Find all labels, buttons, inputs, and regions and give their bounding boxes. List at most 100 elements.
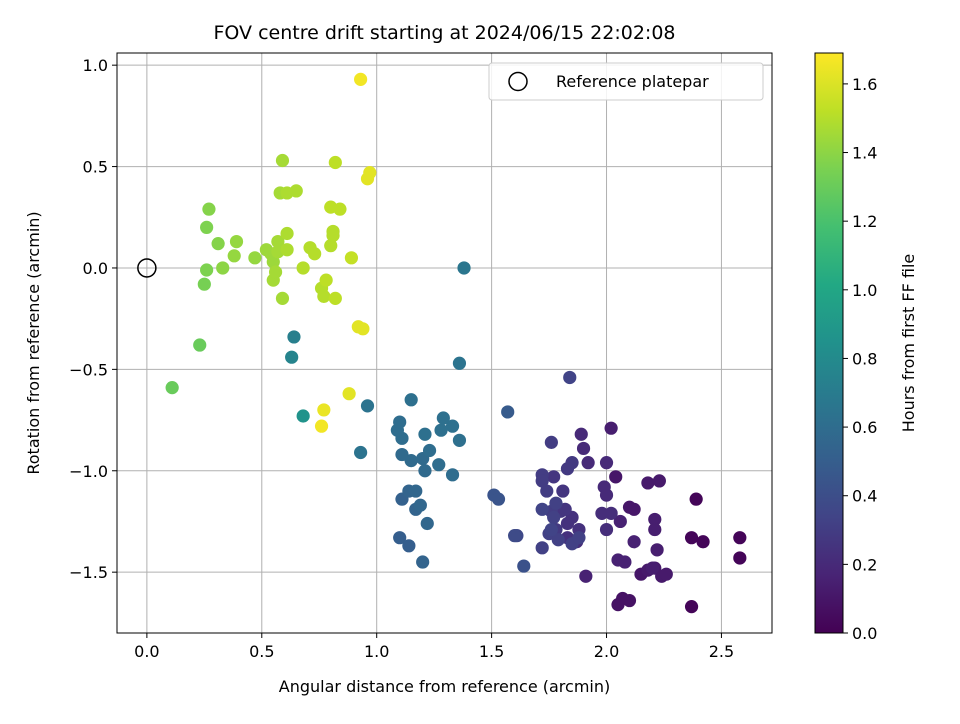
data-point	[280, 243, 294, 257]
data-point	[354, 445, 368, 460]
reference-platepar-marker	[137, 258, 157, 278]
data-point	[227, 249, 241, 263]
data-point	[579, 569, 593, 583]
colorbar-tick-label: 0.8	[852, 349, 877, 368]
data-point	[547, 470, 561, 484]
data-point	[684, 531, 699, 545]
data-point	[356, 322, 370, 336]
data-point	[314, 419, 329, 433]
colorbar-gradient	[814, 52, 844, 634]
data-point	[581, 456, 595, 470]
data-point	[418, 464, 432, 478]
data-point	[452, 433, 467, 447]
data-point	[597, 480, 611, 494]
data-point	[326, 228, 340, 243]
data-point	[452, 356, 467, 370]
x-axis-label: Angular distance from reference (arcmin)	[279, 677, 610, 696]
y-tick-label: −1.0	[69, 462, 108, 481]
data-point	[402, 539, 416, 553]
data-point	[733, 531, 747, 545]
data-point	[317, 403, 331, 417]
y-axis-label: Rotation from reference (arcmin)	[24, 211, 43, 474]
data-point	[393, 415, 407, 429]
data-point	[434, 423, 448, 437]
data-point	[296, 409, 310, 423]
data-point	[622, 593, 637, 608]
data-point	[248, 251, 262, 265]
data-point	[547, 510, 561, 525]
colorbar-label: Hours from first FF file	[899, 254, 918, 433]
data-point	[659, 567, 673, 581]
legend-marker	[508, 71, 528, 92]
legend: Reference platepar	[488, 62, 764, 101]
data-point	[289, 184, 303, 198]
data-point	[344, 251, 359, 265]
data-point	[200, 263, 214, 277]
data-point	[560, 516, 575, 531]
colorbar-tick-label: 0.4	[852, 487, 877, 506]
y-tick-label: −0.5	[69, 360, 108, 379]
data-point	[604, 421, 618, 435]
data-point	[328, 155, 342, 170]
data-point	[413, 498, 427, 512]
data-point	[599, 456, 614, 470]
data-point	[216, 261, 230, 275]
data-point	[618, 555, 632, 569]
data-point	[363, 166, 377, 180]
data-point	[393, 531, 407, 545]
data-point	[535, 502, 549, 516]
legend-entry: Reference platepar	[556, 72, 709, 91]
data-point	[613, 514, 627, 529]
data-point	[684, 600, 699, 614]
data-point	[627, 535, 641, 549]
data-point	[689, 492, 703, 506]
x-tick-label: 1.5	[479, 642, 504, 661]
data-point	[324, 239, 338, 253]
data-point	[576, 441, 591, 456]
data-point	[202, 202, 216, 216]
data-point	[333, 202, 347, 216]
data-point	[652, 474, 666, 488]
y-axis-ticks: 1.0 0.5 0.0 −0.5 −1.0 −1.5	[69, 56, 117, 582]
plot-frame	[116, 52, 773, 634]
colorbar-tick-label: 1.2	[852, 212, 877, 231]
data-point	[650, 543, 664, 557]
data-point	[319, 273, 333, 287]
data-point	[360, 399, 375, 413]
y-tick-label: 0.0	[83, 259, 108, 278]
data-point	[285, 350, 299, 364]
data-point	[404, 393, 418, 407]
data-point	[609, 470, 623, 484]
chart-title: FOV centre drift starting at 2024/06/15 …	[213, 22, 675, 44]
data-point	[641, 476, 655, 490]
x-tick-label: 2.5	[709, 642, 734, 661]
data-point	[540, 484, 554, 498]
data-point	[308, 247, 322, 261]
colorbar-tick-label: 1.6	[852, 75, 877, 94]
data-point	[422, 443, 437, 458]
y-tick-label: −1.5	[69, 563, 108, 582]
data-point	[342, 387, 356, 401]
data-point	[648, 522, 662, 537]
data-points	[165, 72, 747, 614]
data-point	[696, 535, 710, 549]
data-point	[445, 419, 460, 433]
data-point	[544, 522, 558, 537]
data-point	[595, 506, 609, 520]
data-point	[544, 435, 558, 449]
data-point	[275, 291, 290, 305]
legend-box	[488, 62, 764, 101]
data-point	[648, 512, 662, 527]
data-point	[572, 531, 586, 545]
data-point	[287, 330, 301, 344]
data-point	[645, 561, 660, 575]
colorbar-tick-label: 0.6	[852, 418, 877, 437]
data-point	[268, 265, 283, 279]
data-point	[317, 289, 331, 303]
data-point	[733, 551, 747, 565]
data-point	[193, 338, 207, 352]
data-point	[200, 220, 214, 235]
data-point	[457, 261, 471, 275]
data-point	[328, 291, 342, 305]
